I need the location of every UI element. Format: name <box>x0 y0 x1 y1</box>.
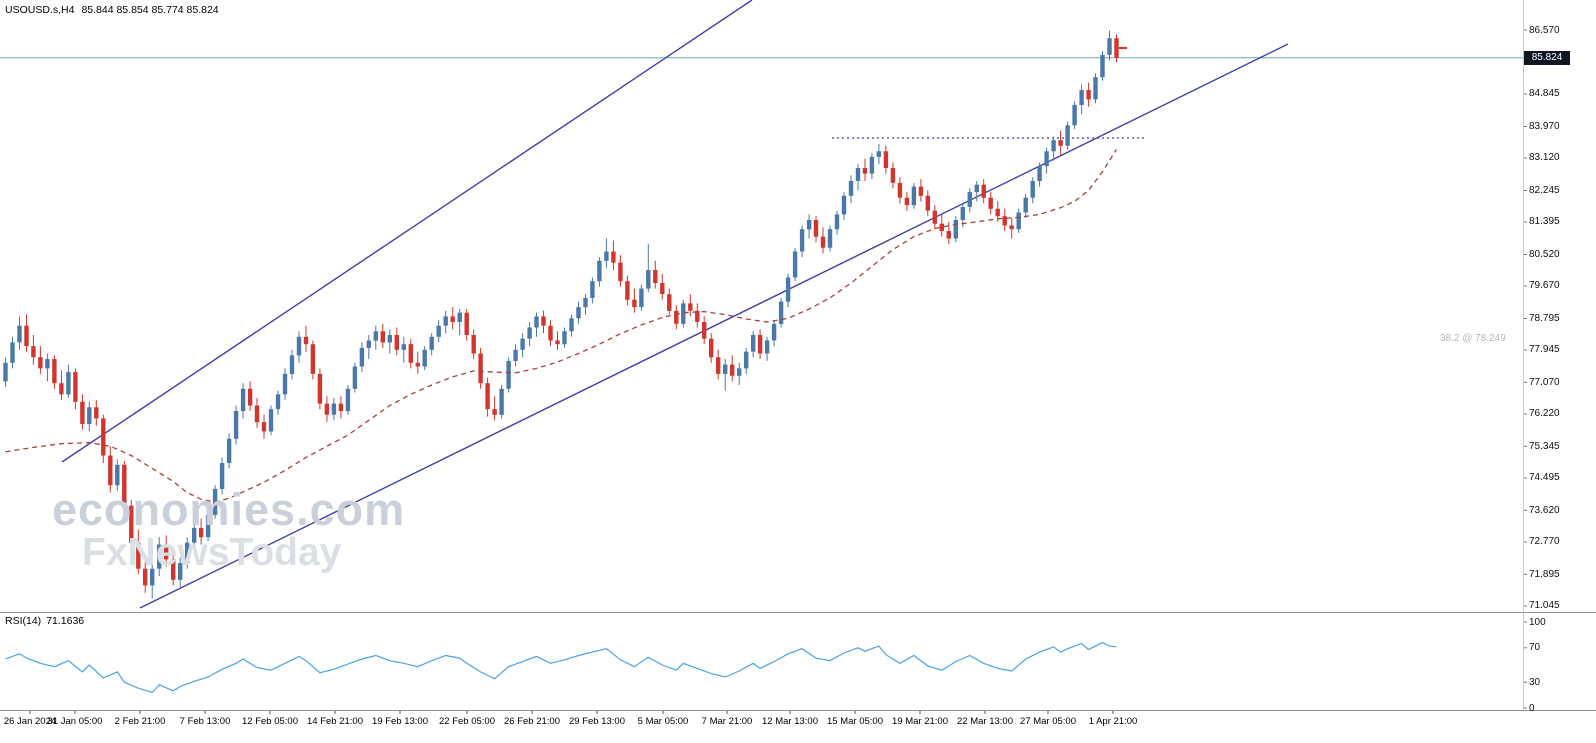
watermark-brand: economies.com <box>52 484 406 535</box>
symbol-timeframe-label: USOUSD.s,H4 <box>5 4 75 16</box>
current-price-badge: 85.824 <box>1524 50 1570 65</box>
rsi-value: 71.1636 <box>46 615 85 627</box>
time-axis-label: 12 Mar 13:00 <box>762 716 818 727</box>
moving-average-line[interactable] <box>5 149 1118 503</box>
time-axis-label: 22 Feb 05:00 <box>439 716 495 727</box>
rsi-indicator-label: RSI(14) 71.1636 <box>5 615 84 627</box>
time-axis-label: 12 Feb 05:00 <box>242 716 298 727</box>
price-axis-label: 79.670 <box>1529 280 1560 292</box>
price-axis-label: 77.070 <box>1529 376 1560 388</box>
time-axis-label: 14 Feb 21:00 <box>307 716 363 727</box>
ohlc-values: 85.844 85.854 85.774 85.824 <box>81 4 219 16</box>
fibonacci-level-label: 38.2 @ 78.249 <box>1440 332 1506 344</box>
price-axis-label: 81.395 <box>1529 216 1560 228</box>
rsi-axis-label: 100 <box>1529 616 1546 628</box>
price-axis-label: 74.495 <box>1529 472 1560 484</box>
time-axis-label: 15 Mar 05:00 <box>827 716 883 727</box>
time-axis-label: 22 Mar 13:00 <box>957 716 1013 727</box>
candles-group <box>3 30 1119 599</box>
price-axis-label: 73.620 <box>1529 504 1560 516</box>
time-axis-label: 7 Feb 13:00 <box>179 716 231 727</box>
price-axis-label: 80.520 <box>1529 248 1560 260</box>
time-axis-label: 19 Feb 13:00 <box>372 716 428 727</box>
time-axis-label: 27 Mar 05:00 <box>1020 716 1076 727</box>
price-axis-label: 72.770 <box>1529 536 1560 548</box>
rsi-axis-label: 70 <box>1529 642 1541 654</box>
price-axis-label: 71.895 <box>1529 568 1560 580</box>
price-axis-label: 82.245 <box>1529 184 1560 196</box>
price-axis-label: 86.570 <box>1529 24 1560 36</box>
time-axis-label: 7 Mar 21:00 <box>701 716 753 727</box>
trendline[interactable] <box>61 0 753 463</box>
rsi-timeaxis-separator <box>0 710 1596 711</box>
time-axis-label: 29 Feb 13:00 <box>569 716 625 727</box>
watermark: economies.com FxNewsToday <box>52 486 405 574</box>
price-axis-label: 78.795 <box>1529 312 1560 324</box>
time-axis-label: 26 Feb 21:00 <box>504 716 560 727</box>
time-axis-label: 31 Jan 05:00 <box>47 716 103 727</box>
rsi-line <box>5 641 1117 694</box>
price-axis-label: 71.045 <box>1529 600 1560 612</box>
trendline[interactable] <box>139 43 1289 609</box>
chart-header: USOUSD.s,H4 85.844 85.854 85.774 85.824 <box>5 4 219 16</box>
price-axis-label: 83.970 <box>1529 120 1560 132</box>
price-axis-label: 84.845 <box>1529 88 1560 100</box>
price-axis-border <box>1523 0 1524 710</box>
rsi-axis-label: 30 <box>1529 676 1541 688</box>
price-axis-label: 75.345 <box>1529 440 1560 452</box>
time-axis-label: 5 Mar 05:00 <box>637 716 689 727</box>
price-axis-label: 83.120 <box>1529 152 1560 164</box>
time-axis-label: 2 Feb 21:00 <box>114 716 166 727</box>
rsi-name: RSI(14) <box>5 615 42 627</box>
time-axis-label: 1 Apr 21:00 <box>1088 716 1138 727</box>
time-axis-label: 19 Mar 21:00 <box>892 716 948 727</box>
watermark-subtitle: FxNewsToday <box>82 531 342 575</box>
time-axis-label: 26 Jan 2024 <box>3 716 57 727</box>
main-rsi-separator[interactable] <box>0 612 1596 613</box>
rsi-axis-label: 0 <box>1529 702 1535 714</box>
price-axis-label: 76.220 <box>1529 408 1560 420</box>
price-axis-label: 77.945 <box>1529 344 1560 356</box>
